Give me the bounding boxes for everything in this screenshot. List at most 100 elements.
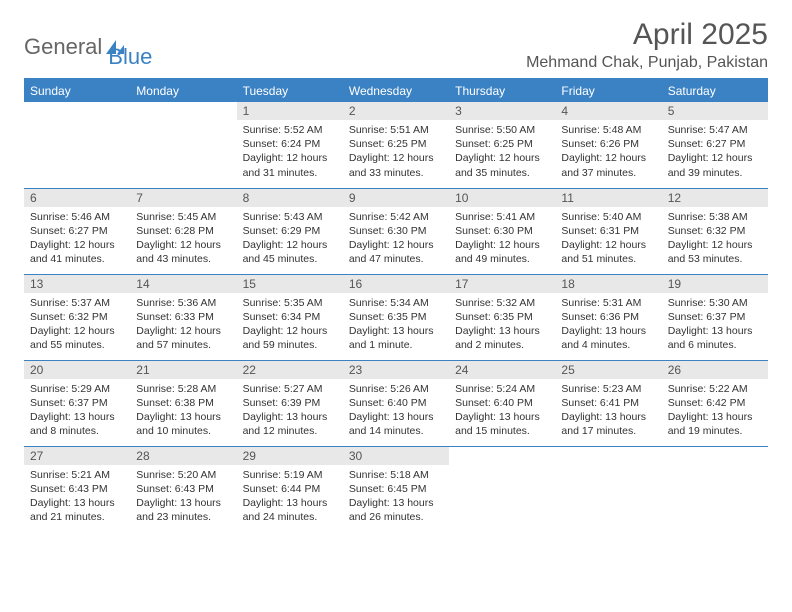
- cell-details: Sunrise: 5:46 AMSunset: 6:27 PMDaylight:…: [24, 207, 130, 271]
- calendar-cell: 7Sunrise: 5:45 AMSunset: 6:28 PMDaylight…: [130, 188, 236, 274]
- cell-details: Sunrise: 5:51 AMSunset: 6:25 PMDaylight:…: [343, 120, 449, 184]
- cell-details: Sunrise: 5:23 AMSunset: 6:41 PMDaylight:…: [555, 379, 661, 443]
- cell-details: Sunrise: 5:18 AMSunset: 6:45 PMDaylight:…: [343, 465, 449, 529]
- cell-details: Sunrise: 5:24 AMSunset: 6:40 PMDaylight:…: [449, 379, 555, 443]
- cell-details: Sunrise: 5:34 AMSunset: 6:35 PMDaylight:…: [343, 293, 449, 357]
- calendar-cell: 6Sunrise: 5:46 AMSunset: 6:27 PMDaylight…: [24, 188, 130, 274]
- calendar-cell: 3Sunrise: 5:50 AMSunset: 6:25 PMDaylight…: [449, 102, 555, 188]
- date-number: 2: [343, 102, 449, 120]
- calendar-cell: 18Sunrise: 5:31 AMSunset: 6:36 PMDayligh…: [555, 274, 661, 360]
- calendar-week: 13Sunrise: 5:37 AMSunset: 6:32 PMDayligh…: [24, 274, 768, 360]
- cell-details: Sunrise: 5:41 AMSunset: 6:30 PMDaylight:…: [449, 207, 555, 271]
- cell-details: Sunrise: 5:32 AMSunset: 6:35 PMDaylight:…: [449, 293, 555, 357]
- calendar-cell: 28Sunrise: 5:20 AMSunset: 6:43 PMDayligh…: [130, 446, 236, 532]
- date-number: 25: [555, 361, 661, 379]
- day-header: Saturday: [662, 79, 768, 102]
- cell-details: Sunrise: 5:48 AMSunset: 6:26 PMDaylight:…: [555, 120, 661, 184]
- calendar-cell: 4Sunrise: 5:48 AMSunset: 6:26 PMDaylight…: [555, 102, 661, 188]
- cell-details: Sunrise: 5:28 AMSunset: 6:38 PMDaylight:…: [130, 379, 236, 443]
- calendar-cell: 8Sunrise: 5:43 AMSunset: 6:29 PMDaylight…: [237, 188, 343, 274]
- date-bar-empty: [449, 447, 555, 465]
- date-number: 27: [24, 447, 130, 465]
- calendar-cell: 11Sunrise: 5:40 AMSunset: 6:31 PMDayligh…: [555, 188, 661, 274]
- calendar-cell: 17Sunrise: 5:32 AMSunset: 6:35 PMDayligh…: [449, 274, 555, 360]
- cell-details: Sunrise: 5:47 AMSunset: 6:27 PMDaylight:…: [662, 120, 768, 184]
- calendar-cell: 29Sunrise: 5:19 AMSunset: 6:44 PMDayligh…: [237, 446, 343, 532]
- title-block: April 2025 Mehmand Chak, Punjab, Pakista…: [526, 18, 768, 72]
- calendar-cell: 22Sunrise: 5:27 AMSunset: 6:39 PMDayligh…: [237, 360, 343, 446]
- date-number: 1: [237, 102, 343, 120]
- date-number: 24: [449, 361, 555, 379]
- date-number: 8: [237, 189, 343, 207]
- cell-details: Sunrise: 5:19 AMSunset: 6:44 PMDaylight:…: [237, 465, 343, 529]
- calendar-cell: 15Sunrise: 5:35 AMSunset: 6:34 PMDayligh…: [237, 274, 343, 360]
- date-number: 7: [130, 189, 236, 207]
- date-number: 4: [555, 102, 661, 120]
- date-number: 5: [662, 102, 768, 120]
- cell-details: Sunrise: 5:31 AMSunset: 6:36 PMDaylight:…: [555, 293, 661, 357]
- cell-details: Sunrise: 5:50 AMSunset: 6:25 PMDaylight:…: [449, 120, 555, 184]
- day-header: Monday: [130, 79, 236, 102]
- calendar-cell: 27Sunrise: 5:21 AMSunset: 6:43 PMDayligh…: [24, 446, 130, 532]
- date-number: 6: [24, 189, 130, 207]
- date-number: 16: [343, 275, 449, 293]
- date-bar-empty: [130, 102, 236, 120]
- date-number: 18: [555, 275, 661, 293]
- location-text: Mehmand Chak, Punjab, Pakistan: [526, 54, 768, 72]
- calendar-cell: 14Sunrise: 5:36 AMSunset: 6:33 PMDayligh…: [130, 274, 236, 360]
- day-header: Friday: [555, 79, 661, 102]
- cell-details: Sunrise: 5:36 AMSunset: 6:33 PMDaylight:…: [130, 293, 236, 357]
- calendar-table: SundayMondayTuesdayWednesdayThursdayFrid…: [24, 78, 768, 532]
- date-number: 23: [343, 361, 449, 379]
- calendar-cell: [662, 446, 768, 532]
- calendar-cell: 20Sunrise: 5:29 AMSunset: 6:37 PMDayligh…: [24, 360, 130, 446]
- calendar-cell: [555, 446, 661, 532]
- calendar-cell: 30Sunrise: 5:18 AMSunset: 6:45 PMDayligh…: [343, 446, 449, 532]
- calendar-week: 20Sunrise: 5:29 AMSunset: 6:37 PMDayligh…: [24, 360, 768, 446]
- cell-details: Sunrise: 5:43 AMSunset: 6:29 PMDaylight:…: [237, 207, 343, 271]
- brand-logo: General Blue: [24, 24, 152, 70]
- date-bar-empty: [555, 447, 661, 465]
- cell-details: Sunrise: 5:38 AMSunset: 6:32 PMDaylight:…: [662, 207, 768, 271]
- date-number: 9: [343, 189, 449, 207]
- cell-details: Sunrise: 5:35 AMSunset: 6:34 PMDaylight:…: [237, 293, 343, 357]
- header: General Blue April 2025 Mehmand Chak, Pu…: [24, 18, 768, 72]
- date-number: 17: [449, 275, 555, 293]
- day-header: Tuesday: [237, 79, 343, 102]
- date-number: 21: [130, 361, 236, 379]
- cell-details: Sunrise: 5:42 AMSunset: 6:30 PMDaylight:…: [343, 207, 449, 271]
- day-header: Thursday: [449, 79, 555, 102]
- day-header: Wednesday: [343, 79, 449, 102]
- calendar-cell: 23Sunrise: 5:26 AMSunset: 6:40 PMDayligh…: [343, 360, 449, 446]
- calendar-body: 1Sunrise: 5:52 AMSunset: 6:24 PMDaylight…: [24, 102, 768, 532]
- cell-details: Sunrise: 5:21 AMSunset: 6:43 PMDaylight:…: [24, 465, 130, 529]
- date-number: 19: [662, 275, 768, 293]
- cell-details: Sunrise: 5:22 AMSunset: 6:42 PMDaylight:…: [662, 379, 768, 443]
- cell-details: Sunrise: 5:30 AMSunset: 6:37 PMDaylight:…: [662, 293, 768, 357]
- calendar-cell: 5Sunrise: 5:47 AMSunset: 6:27 PMDaylight…: [662, 102, 768, 188]
- calendar-cell: 21Sunrise: 5:28 AMSunset: 6:38 PMDayligh…: [130, 360, 236, 446]
- calendar-cell: 24Sunrise: 5:24 AMSunset: 6:40 PMDayligh…: [449, 360, 555, 446]
- date-number: 3: [449, 102, 555, 120]
- calendar-cell: 2Sunrise: 5:51 AMSunset: 6:25 PMDaylight…: [343, 102, 449, 188]
- date-number: 28: [130, 447, 236, 465]
- month-title: April 2025: [526, 18, 768, 52]
- date-number: 12: [662, 189, 768, 207]
- day-header: Sunday: [24, 79, 130, 102]
- calendar-cell: [449, 446, 555, 532]
- brand-part1: General: [24, 34, 102, 60]
- date-number: 30: [343, 447, 449, 465]
- cell-details: Sunrise: 5:20 AMSunset: 6:43 PMDaylight:…: [130, 465, 236, 529]
- date-number: 26: [662, 361, 768, 379]
- calendar-week: 6Sunrise: 5:46 AMSunset: 6:27 PMDaylight…: [24, 188, 768, 274]
- calendar-cell: [24, 102, 130, 188]
- calendar-cell: 12Sunrise: 5:38 AMSunset: 6:32 PMDayligh…: [662, 188, 768, 274]
- calendar-cell: 1Sunrise: 5:52 AMSunset: 6:24 PMDaylight…: [237, 102, 343, 188]
- date-number: 15: [237, 275, 343, 293]
- brand-part2: Blue: [108, 44, 152, 70]
- date-number: 29: [237, 447, 343, 465]
- calendar-week: 27Sunrise: 5:21 AMSunset: 6:43 PMDayligh…: [24, 446, 768, 532]
- calendar-cell: 16Sunrise: 5:34 AMSunset: 6:35 PMDayligh…: [343, 274, 449, 360]
- date-number: 14: [130, 275, 236, 293]
- calendar-cell: 13Sunrise: 5:37 AMSunset: 6:32 PMDayligh…: [24, 274, 130, 360]
